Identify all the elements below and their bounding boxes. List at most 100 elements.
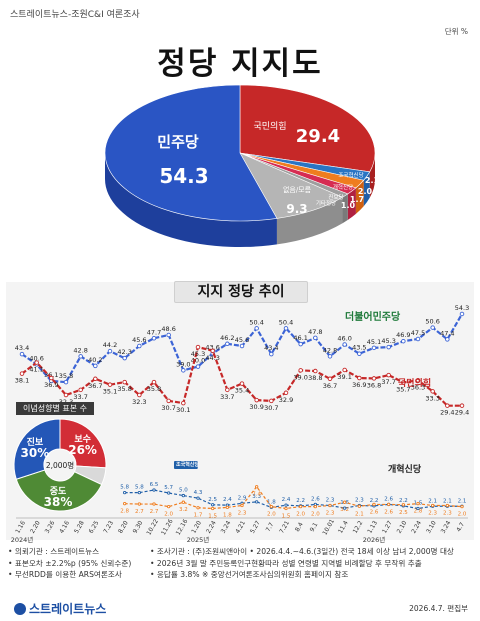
footer-line: • 2026년 3월 말 주민등록인구현황따라 성별 연령별 지역별 비례할당 … [150, 558, 422, 568]
data-label: 2.0 [311, 512, 320, 518]
brand-logo: 스트레이트뉴스 [14, 600, 106, 617]
x-tick-label: 1.20 [190, 520, 203, 535]
publish-date: 2026.4.7. 편집부 [409, 604, 468, 613]
x-tick-label: 9.30 [132, 520, 145, 535]
data-point [195, 344, 201, 350]
x-tick-label: 9.1 [309, 521, 320, 533]
pie-label-none: 없음/모름 [283, 186, 312, 194]
donut-value: 38% [44, 495, 73, 509]
data-point [93, 363, 98, 369]
data-label: 29.4 [455, 409, 469, 417]
data-point [284, 506, 288, 511]
pie-value-etc: 1.0 [341, 201, 356, 210]
data-label: 2.2 [370, 498, 379, 504]
data-point [269, 504, 273, 509]
donut-category: 보수 [74, 434, 91, 445]
data-point [34, 360, 39, 365]
data-label: 36.7 [323, 382, 337, 390]
data-point [225, 505, 229, 510]
pie-label-minjoo: 민주당 [157, 133, 199, 151]
data-point [137, 392, 142, 398]
data-label: 43.4 [264, 344, 278, 352]
data-label: 39.0 [293, 373, 307, 381]
data-point [63, 379, 69, 385]
donut-center-label: 2,000명 [46, 460, 74, 470]
data-point [123, 490, 127, 495]
data-label: 2.7 [150, 509, 159, 515]
data-label: 2.3 [326, 498, 335, 504]
data-label: 1.7 [194, 513, 203, 519]
data-point [401, 338, 406, 344]
pie-slice-side [347, 187, 356, 220]
series-label-cho-bg [174, 461, 198, 469]
data-point [239, 343, 245, 349]
data-label: 2.6 [384, 509, 393, 515]
x-tick-label: 11.26 [160, 518, 175, 537]
data-point [167, 491, 171, 495]
data-point [299, 504, 303, 509]
data-point [195, 364, 201, 369]
pie-slice-side [363, 171, 370, 207]
data-label: 36.9 [352, 381, 366, 389]
data-point [415, 336, 421, 342]
pie-value-minjoo: 54.3 [159, 164, 208, 188]
x-tick-label: 12.2 [352, 520, 365, 535]
series-line [124, 485, 463, 510]
data-label: 30.9 [249, 403, 263, 411]
pie-slice [239, 152, 344, 219]
pie-value-jinbo: 1.7 [350, 195, 364, 204]
data-label: 47.5 [411, 329, 425, 337]
x-tick-label: 4.16 [58, 520, 71, 535]
data-label: 2.8 [414, 509, 423, 515]
data-point [255, 500, 259, 504]
x-tick-label: 12.16 [175, 518, 190, 537]
data-label: 2.1 [355, 511, 364, 517]
data-label: 2.4 [282, 497, 291, 503]
data-point [49, 375, 54, 381]
data-label: 48.6 [161, 325, 175, 333]
x-tick-label: 3.24 [440, 520, 453, 535]
x-tick-label: 11.4 [337, 520, 350, 535]
data-point [431, 503, 435, 508]
data-label: 2.6 [311, 496, 320, 502]
data-point [459, 403, 465, 408]
data-point [430, 389, 435, 394]
x-tick-label: 6.25 [88, 520, 101, 535]
footer-line: • 응답률 3.8% ※ 중앙선거여론조사심의위원회 홈페이지 참조 [150, 570, 349, 580]
x-tick-label: 2.24 [205, 520, 218, 535]
x-tick-label: 1.27 [381, 520, 394, 535]
donut-slice [13, 418, 61, 480]
x-tick-label: 2.20 [29, 520, 42, 535]
x-tick-label: 4.21 [234, 520, 247, 535]
data-label: 35.8 [117, 385, 131, 393]
data-point [123, 502, 127, 506]
data-label: 2.9 [238, 495, 247, 501]
data-label: 30.7 [264, 404, 278, 412]
data-point [343, 500, 347, 504]
data-label: 40.2 [88, 356, 102, 364]
pie-slice-side [276, 197, 343, 245]
data-point [386, 344, 391, 350]
data-label: 50.4 [279, 318, 293, 326]
data-label: 46.1 [293, 334, 307, 342]
x-tick-label: 3.24 [220, 520, 233, 535]
data-label: 42.3 [117, 348, 131, 356]
trend-line-chart: 1.16 2.20 3.26 4.16 5.28 6.25 7.23 8.20 9.30 10.2… [11, 304, 470, 544]
x-tick-label: 5.28 [73, 520, 86, 535]
data-point [255, 485, 259, 489]
data-label: 2.2 [296, 498, 305, 504]
data-point [211, 503, 215, 507]
pie-label-jinbo: 진보당 [328, 193, 343, 201]
data-point [181, 493, 185, 498]
data-label: 45.6 [235, 336, 249, 344]
footer-line: • 무선RDD를 이용한 ARS여론조사 [8, 570, 122, 580]
data-point [181, 400, 186, 406]
data-point [342, 342, 347, 347]
data-point [196, 496, 200, 500]
data-point [196, 506, 200, 510]
data-label: 2.6 [370, 509, 379, 515]
data-label: 50.4 [249, 318, 263, 326]
data-point [63, 392, 69, 398]
donut-value: 26% [68, 443, 97, 457]
data-label: 38.1 [15, 377, 29, 385]
